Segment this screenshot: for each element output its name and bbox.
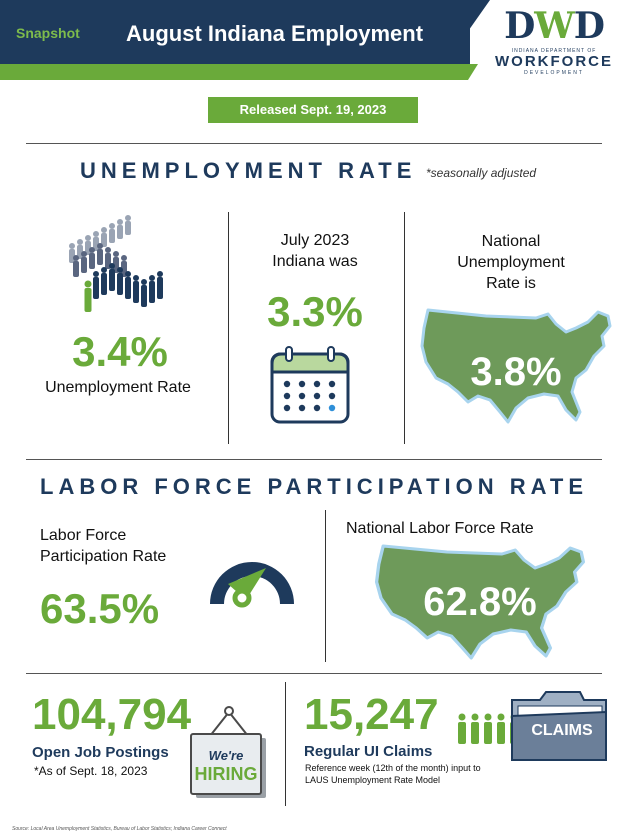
july-label: July 2023 Indiana was xyxy=(240,230,390,272)
header-green-slant xyxy=(468,64,478,80)
logo-letter-w: W xyxy=(534,5,574,47)
hiring-sign-line-1: We're xyxy=(208,748,244,763)
snapshot-label: Snapshot xyxy=(16,25,80,41)
calendar-icon xyxy=(269,346,351,426)
ui-claims-label: Regular UI Claims xyxy=(304,743,433,760)
divider-top xyxy=(26,143,602,144)
divider-vertical-4 xyxy=(285,682,286,806)
job-postings-value: 104,794 xyxy=(32,690,192,739)
us-map-icon: 3.8% xyxy=(416,304,616,426)
folder-label: CLAIMS xyxy=(531,722,593,739)
ui-claims-note-line-1: Reference week (12th of the month) input… xyxy=(305,763,481,773)
seasonally-adjusted-note: *seasonally adjusted xyxy=(426,166,537,180)
national-unemployment-label: National Unemployment Rate is xyxy=(426,231,596,294)
header-banner: Snapshot August Indiana Employment xyxy=(0,0,627,82)
logo-letter-d1: D xyxy=(504,5,535,47)
ui-claims-note-line-2: LAUS Unemployment Rate Model xyxy=(305,775,441,785)
divider-bottom xyxy=(26,673,602,674)
indiana-unemployment-label: Unemployment Rate xyxy=(45,379,191,396)
dwd-logo: DWD INDIANA DEPARTMENT OF WORKFORCE DEVE… xyxy=(494,6,614,80)
july-label-line-2: Indiana was xyxy=(272,253,358,270)
job-postings-label: Open Job Postings xyxy=(32,744,169,761)
page-title: August Indiana Employment xyxy=(126,21,424,46)
national-label-line-1: National xyxy=(481,233,541,250)
indiana-unemployment-value: 3.4% xyxy=(72,328,168,375)
header-navy-band xyxy=(0,0,470,64)
national-lfpr-label: National Labor Force Rate xyxy=(346,520,534,537)
header-green-band xyxy=(0,64,468,80)
dwd-logo-mark: DWD xyxy=(494,6,614,46)
logo-line-3: DEVELOPMENT xyxy=(524,70,584,76)
hiring-sign-line-2: HIRING xyxy=(194,764,258,784)
lfpr-section-title: LABOR FORCE PARTICIPATION RATE xyxy=(40,474,589,499)
lfpr-label-line-1: Labor Force xyxy=(40,527,127,544)
logo-letter-d2: D xyxy=(573,5,605,47)
divider-vertical-3 xyxy=(325,510,326,662)
job-postings-note: *As of Sept. 18, 2023 xyxy=(34,764,148,778)
release-date-badge: Released Sept. 19, 2023 xyxy=(208,97,418,123)
ui-claims-note: Reference week (12th of the month) input… xyxy=(305,762,481,786)
source-footnote: Source: Local Area Unemployment Statisti… xyxy=(12,826,227,832)
national-unemployment-value: 3.8% xyxy=(470,350,562,394)
national-lfpr-value: 62.8% xyxy=(423,580,537,624)
national-label-line-3: Rate is xyxy=(486,275,536,292)
hiring-sign-icon: We're HIRING xyxy=(188,700,270,802)
national-label-line-2: Unemployment xyxy=(457,254,565,271)
us-map-icon-2: 62.8% xyxy=(370,540,590,662)
logo-line-1: INDIANA DEPARTMENT OF xyxy=(511,48,597,54)
lfpr-label-line-2: Participation Rate xyxy=(40,548,167,565)
unemployment-section-title: UNEMPLOYMENT RATE xyxy=(80,158,417,183)
indiana-lfpr-value: 63.5% xyxy=(40,585,160,632)
divider-vertical-1 xyxy=(228,212,229,444)
people-crowd-icon xyxy=(60,212,172,316)
logo-line-2: WORKFORCE xyxy=(495,53,613,70)
ui-claims-value: 15,247 xyxy=(304,690,439,739)
folder-icon: CLAIMS xyxy=(510,690,610,764)
indiana-lfpr-label: Labor Force Participation Rate xyxy=(40,525,210,567)
header-navy-slant xyxy=(445,0,490,64)
divider-vertical-2 xyxy=(404,212,405,444)
july-unemployment-value: 3.3% xyxy=(267,288,363,335)
divider-middle xyxy=(26,459,602,460)
july-label-line-1: July 2023 xyxy=(280,232,350,249)
gauge-icon xyxy=(206,554,298,612)
